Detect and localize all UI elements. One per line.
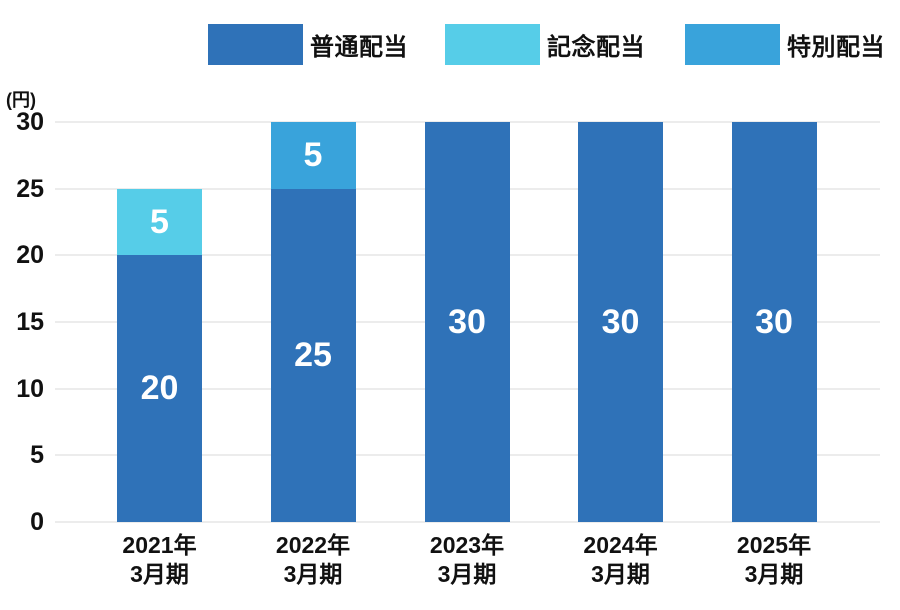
legend-item: 特別配当 — [685, 24, 885, 65]
plot-area: 20 5 25 5 30 30 30 — [55, 121, 880, 523]
bar-segment: 25 — [270, 188, 356, 522]
bar-value-label: 5 — [150, 202, 169, 241]
legend-swatch-icon — [208, 24, 303, 65]
x-category-label-line: 2021年 — [122, 532, 197, 558]
x-category-label: 2023年 3月期 — [387, 531, 547, 589]
x-category-label-line: 2024年 — [583, 532, 658, 558]
legend-swatch-icon — [445, 24, 540, 65]
bar-value-label: 25 — [294, 335, 332, 374]
x-axis: 2021年 3月期 2022年 3月期 2023年 3月期 2024年 3月期 2025年 3月期 — [55, 531, 880, 593]
y-tick-label: 20 — [16, 241, 44, 270]
x-category-label: 2022年 3月期 — [233, 531, 393, 589]
bar-value-label: 5 — [303, 135, 323, 174]
bar-segment: 20 — [117, 255, 202, 522]
bar-segment: 30 — [731, 122, 817, 522]
y-tick-label: 5 — [30, 441, 44, 470]
bar-value-label: 30 — [755, 302, 793, 341]
y-tick-label: 30 — [16, 108, 44, 136]
x-category-label-line: 3月期 — [591, 561, 650, 587]
legend-label: 記念配当 — [547, 34, 645, 61]
y-tick-label: 0 — [30, 508, 44, 536]
gridline — [55, 521, 880, 523]
x-category-label-line: 2025年 — [736, 532, 812, 558]
y-tick-label: 15 — [16, 308, 44, 336]
bar-segment: 5 — [270, 122, 356, 189]
y-axis-unit-label: (円) — [6, 90, 36, 110]
bar-value-label: 20 — [140, 369, 179, 408]
x-category-label: 2024年 3月期 — [541, 531, 701, 589]
x-category-label-line: 3月期 — [283, 561, 343, 587]
x-category-label-line: 2022年 — [275, 532, 351, 558]
legend-swatch-icon — [685, 24, 780, 65]
legend-item: 普通配当 — [208, 24, 408, 65]
x-category-label-line: 2023年 — [429, 532, 505, 558]
y-tick-label: 25 — [16, 174, 44, 203]
bar-value-label: 30 — [448, 302, 486, 341]
bar-segment: 30 — [424, 122, 510, 522]
chart-legend: 普通配当 記念配当 特別配当 — [0, 24, 900, 65]
bar-value-label: 30 — [601, 302, 640, 341]
x-category-label: 2025年 3月期 — [694, 531, 854, 589]
x-category-label: 2021年 3月期 — [80, 531, 240, 589]
legend-label: 特別配当 — [787, 34, 885, 61]
y-axis: 0 5 10 15 20 25 30 — [0, 108, 44, 536]
x-category-label-line: 3月期 — [744, 561, 804, 587]
y-tick-label: 10 — [16, 374, 44, 403]
bar-segment: 30 — [578, 122, 663, 522]
x-category-label-line: 3月期 — [437, 561, 497, 587]
legend-label: 普通配当 — [310, 34, 408, 61]
bar-segment: 5 — [117, 188, 202, 256]
x-category-label-line: 3月期 — [130, 561, 189, 587]
legend-item: 記念配当 — [445, 24, 645, 65]
